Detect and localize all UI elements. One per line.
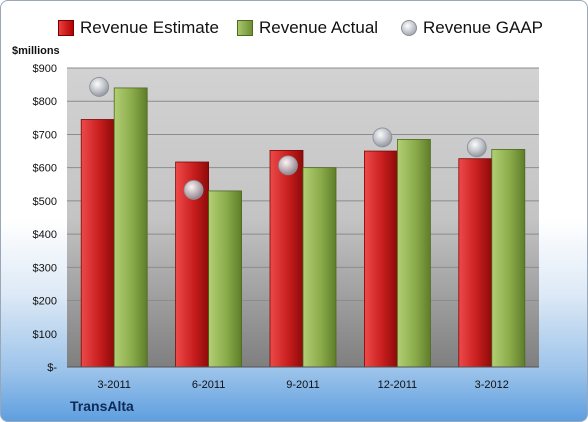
y-tick-label: $100 <box>33 329 57 341</box>
marker-gaap <box>183 180 204 200</box>
y-tick-label: $300 <box>33 262 57 274</box>
legend-label-estimate: Revenue Estimate <box>80 18 219 37</box>
legend-item-estimate: Revenue Estimate <box>58 14 219 42</box>
legend-label-gaap: Revenue GAAP <box>423 18 544 37</box>
y-axis-unit-label: $millions <box>12 45 60 57</box>
x-tick-label: 9-2011 <box>286 379 319 391</box>
bar-actual <box>113 87 148 368</box>
legend: Revenue Estimate Revenue Actual Revenue … <box>0 14 588 42</box>
y-tick-label: $800 <box>33 96 57 108</box>
marker-gaap <box>89 77 110 97</box>
x-axis-ticks: 3-2011 6-2011 9-2011 12-2011 3-2012 <box>97 379 508 391</box>
y-tick-label: $700 <box>33 129 57 141</box>
bar-actual <box>396 139 431 368</box>
y-axis-ticks: $- $100 $200 $300 $400 $500 $600 $700 $800 $900 <box>33 63 58 374</box>
bar-estimate <box>80 119 115 368</box>
x-tick-label: 6-2011 <box>192 379 225 391</box>
legend-swatch-estimate <box>58 20 74 36</box>
x-tick-label: 3-2012 <box>475 379 509 391</box>
bar-estimate <box>363 150 398 368</box>
x-tick-label: 3-2011 <box>97 379 130 391</box>
x-tick-label: 12-2011 <box>378 379 418 391</box>
legend-item-actual: Revenue Actual <box>237 14 378 42</box>
bar-actual <box>208 190 243 368</box>
bar-actual <box>491 148 526 368</box>
y-tick-label: $900 <box>33 63 57 75</box>
gaap-markers <box>89 77 487 200</box>
marker-gaap <box>372 127 393 148</box>
y-tick-label: $200 <box>33 296 57 308</box>
marker-gaap <box>466 137 487 158</box>
marker-gaap <box>278 155 298 176</box>
legend-item-gaap: Revenue GAAP <box>401 14 543 42</box>
bars <box>80 87 526 368</box>
legend-swatch-actual <box>237 20 253 36</box>
bar-actual <box>302 167 337 368</box>
y-tick-label: $- <box>47 362 57 374</box>
bar-estimate <box>458 158 493 368</box>
y-tick-label: $600 <box>33 163 57 175</box>
company-name: TransAlta <box>70 398 134 414</box>
y-tick-label: $400 <box>33 229 57 241</box>
y-tick-label: $500 <box>33 196 57 208</box>
legend-label-actual: Revenue Actual <box>259 18 379 37</box>
legend-swatch-gaap <box>401 20 417 36</box>
bar-estimate <box>269 149 304 368</box>
